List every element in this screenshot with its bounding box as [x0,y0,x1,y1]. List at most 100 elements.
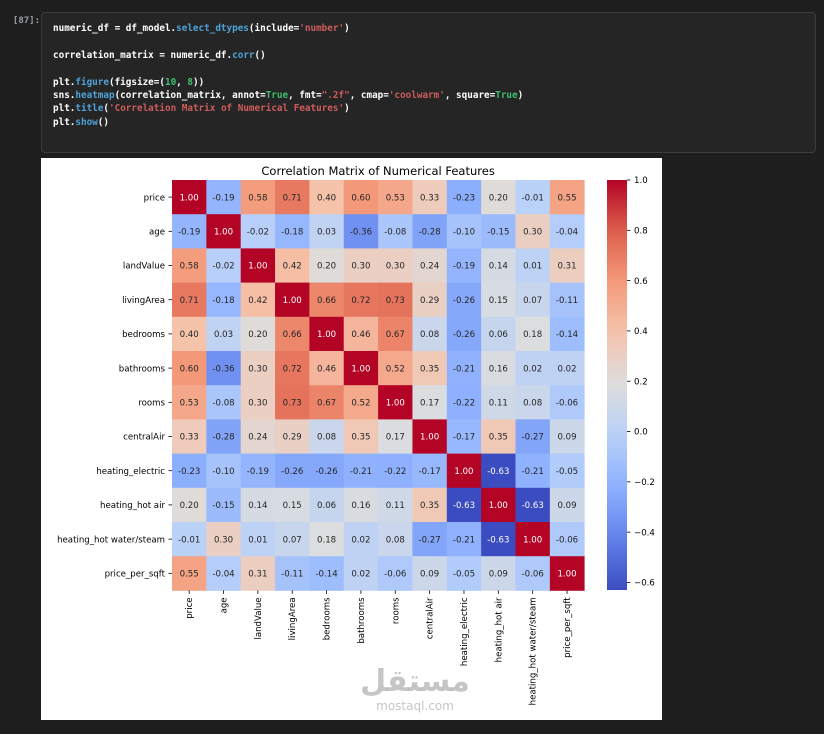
heatmap-cell [309,453,345,489]
code-line: sns.heatmap(correlation_matrix, annot=Tr… [53,89,804,102]
heatmap-annotation: 0.08 [386,535,405,545]
heatmap-annotation: 1.00 [180,193,199,203]
heatmap-annotation: -0.63 [487,535,509,545]
heatmap-cell [343,419,379,454]
heatmap-annotation: -0.21 [522,467,544,477]
heatmap-cell [481,487,516,523]
x-tick-label: livingArea [288,597,298,640]
heatmap-annotation: -0.06 [556,535,578,545]
heatmap-cell [275,248,310,283]
heatmap-annotation: 0.17 [386,433,405,443]
heatmap-annotation: 0.35 [420,364,439,374]
heatmap-cell [172,351,207,386]
code-token: correlation_matrix = numeric_df. [53,49,233,61]
heatmap-cell [343,522,379,557]
y-tick-label: centralAir [123,433,165,443]
heatmap-annotation: -0.14 [556,330,578,340]
heatmap-cell [309,487,345,523]
heatmap-cell [378,556,413,591]
heatmap-cell [515,282,551,318]
heatmap-cell [240,522,276,557]
heatmap-annotation: 0.02 [351,535,370,545]
heatmap-annotation: 0.09 [557,433,576,443]
code-token: (figsize=( [108,76,165,88]
heatmap-cell [549,487,585,523]
heatmap-cell [481,316,516,352]
heatmap-cell [240,385,276,420]
heatmap-cell [309,180,345,215]
heatmap-cell [275,487,310,523]
heatmap-cell [206,316,242,352]
heatmap-annotation: 0.33 [180,433,199,443]
heatmap-cell [309,522,345,557]
heatmap-cell [275,453,310,489]
heatmap-cell [446,282,482,318]
heatmap-cell [549,214,585,249]
code-token: corr [232,49,255,61]
code-line: plt.show() [53,116,804,129]
heatmap-cell [481,351,516,386]
heatmap-annotation: -0.06 [556,399,578,409]
code-cell-editor[interactable]: numeric_df = df_model.select_dtypes(incl… [41,12,816,153]
heatmap-cell [515,214,551,249]
y-tick-label: heating_hot water/steam [57,535,165,545]
heatmap-annotation: -0.01 [522,193,544,203]
heatmap-annotation: -0.01 [178,535,200,545]
code-token: , square= [444,89,496,101]
heatmap-annotation: 0.08 [420,330,439,340]
heatmap-annotation: 1.00 [420,433,439,443]
heatmap-annotation: -0.23 [453,193,475,203]
heatmap-annotation: 0.42 [248,296,267,306]
code-token: () [254,49,266,61]
code-token: () [97,116,109,128]
y-tick-label: bathrooms [119,364,166,374]
heatmap-annotation: -0.27 [419,535,441,545]
heatmap-annotation: -0.08 [212,399,234,409]
y-tick-label: price_per_sqft [105,570,166,580]
heatmap-annotation: 0.42 [283,262,302,272]
heatmap-cell [446,556,482,591]
heatmap-cell [515,453,551,489]
heatmap-cell [378,351,413,386]
heatmap-cell [446,248,482,283]
heatmap-annotation: 0.35 [420,501,439,511]
heatmap-annotation: 1.00 [489,501,508,511]
heatmap-annotation: -0.11 [556,296,578,306]
heatmap-cell [206,214,242,249]
heatmap-annotation: -0.06 [522,570,544,580]
heatmap-cell [549,453,585,489]
heatmap-cell [275,351,310,386]
heatmap-annotation: 0.29 [420,296,439,306]
heatmap-cell [412,419,448,454]
heatmap-annotation: 0.14 [248,501,267,511]
heatmap-annotation: -0.04 [556,228,578,238]
heatmap-annotation: 0.35 [351,433,370,443]
cell-execution-count: [87]: [12,16,40,26]
code-line: plt.title('Correlation Matrix of Numeric… [53,102,804,115]
heatmap-cell [481,282,516,318]
heatmap-annotation: 0.53 [386,193,405,203]
heatmap-annotation: 0.60 [351,193,370,203]
heatmap-cell [481,214,516,249]
heatmap-cell [240,351,276,386]
heatmap-cell [481,248,516,283]
heatmap-cell [515,385,551,420]
heatmap-annotation: 0.20 [180,501,199,511]
heatmap-annotation: -0.02 [212,262,234,272]
heatmap-annotation: 1.00 [214,228,233,238]
colorbar [607,180,627,590]
heatmap-cell [343,385,379,420]
heatmap-annotation: -0.28 [419,228,441,238]
heatmap-annotation: 1.00 [523,535,542,545]
heatmap-annotation: 0.73 [283,399,302,409]
code-token: , [176,76,188,88]
heatmap-cell [378,180,413,215]
colorbar-tick-label: −0.4 [634,528,655,538]
x-tick-label: price [185,597,195,618]
code-token: (correlation_matrix, annot= [114,89,266,101]
heatmap-annotation: 0.15 [489,296,508,306]
heatmap-cell [549,316,585,352]
heatmap-annotation: 0.55 [180,570,199,580]
heatmap-annotation: 0.71 [283,193,302,203]
cell-output: Correlation Matrix of Numerical Features… [41,158,662,720]
